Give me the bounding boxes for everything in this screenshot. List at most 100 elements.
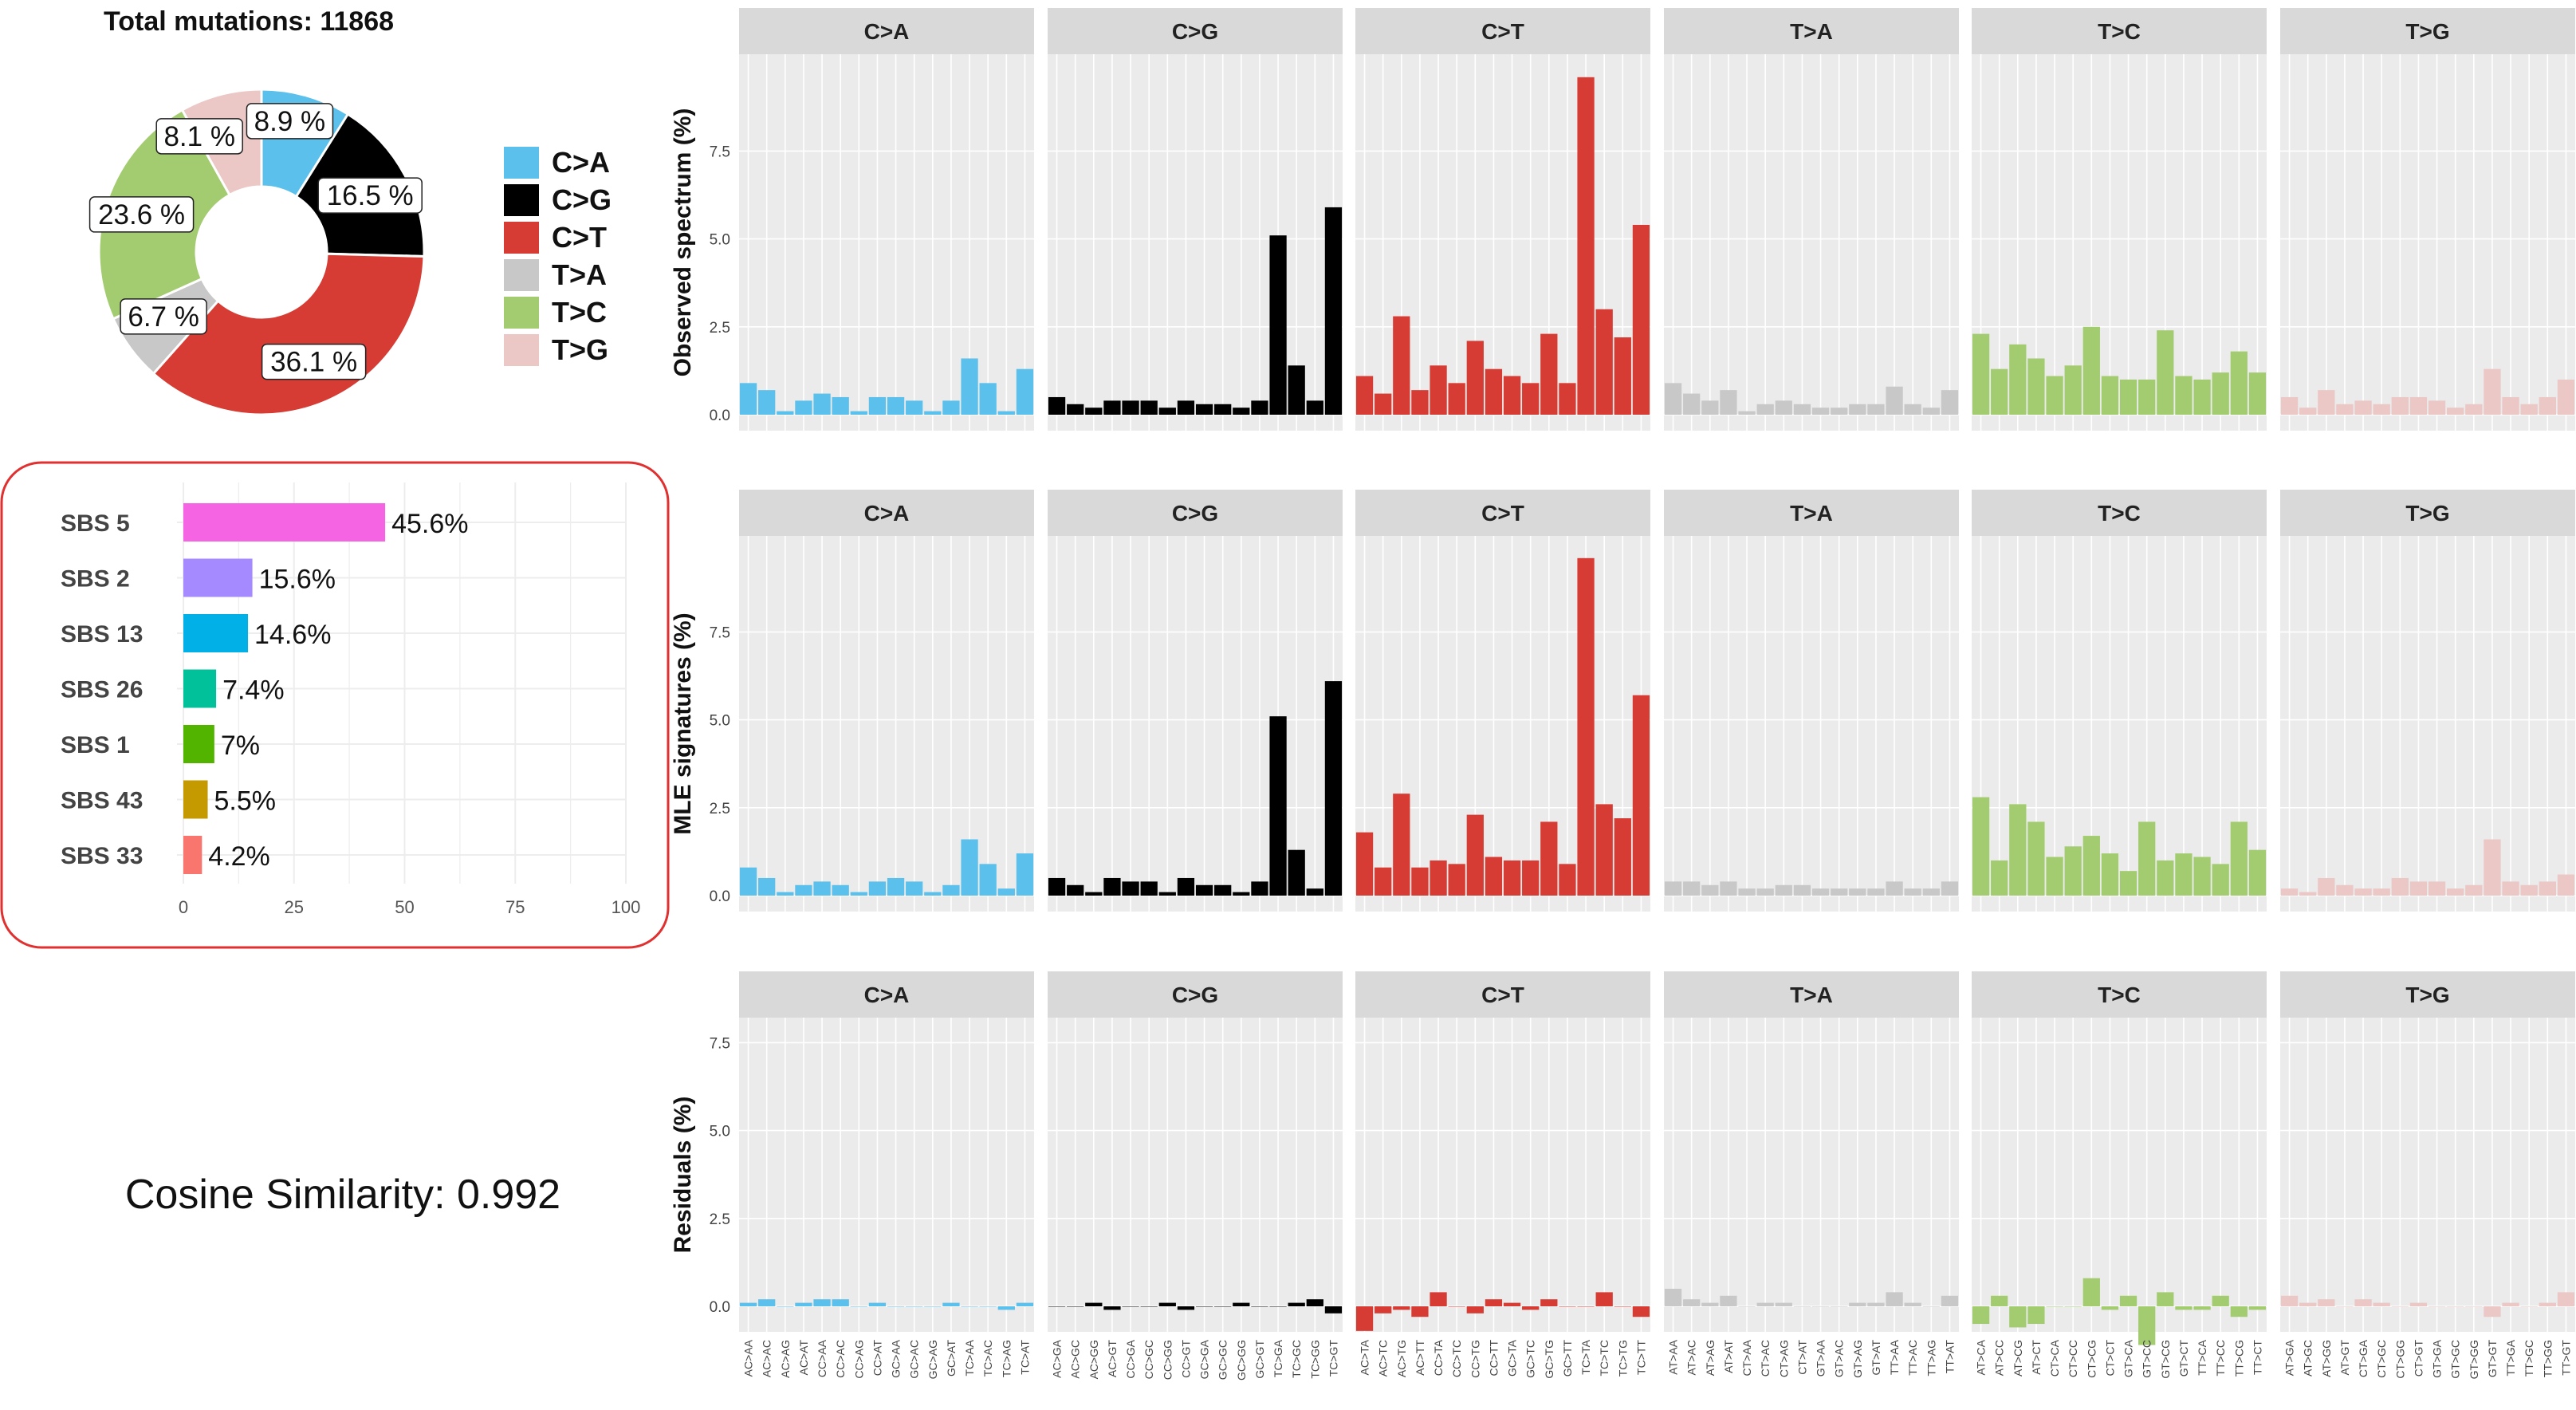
bar-T-to-A-TT-AT [1941,881,1959,896]
bar-T-to-A-GT-AT [1867,888,1885,896]
bar-C-to-T-TC-TC [1595,309,1613,415]
bar-T-to-C-TT-CC [2212,372,2229,415]
bar-C-to-G-TC-GG [1306,888,1323,896]
context-label: TT>AC [1906,1340,1919,1376]
bar-T-to-G-TT-GT [2557,874,2575,896]
context-label: AC>AA [742,1339,755,1377]
bar-T-to-C-AT-CA [1972,797,1990,896]
bar-T-to-G-TT-GA [2502,881,2519,896]
bar-T-to-A-GT-AT [1867,1302,1885,1306]
pie-label-C-to-T: 36.1 % [261,343,367,380]
context-label: GC>TT [1561,1340,1574,1377]
context-label: GC>AC [908,1340,921,1379]
bar-C-to-G-AC-GT [1103,877,1121,896]
facet-C-to-G-mle-signatures: C>G [1048,490,1343,912]
ytick: 0.0 [710,1299,730,1316]
bar-T-to-C-CT-CG [2082,1278,2100,1306]
bar-T-to-C-TT-CG [2230,1306,2248,1317]
bar-T-to-G-GT-GG [2465,1306,2483,1307]
context-label: GC>GG [1235,1340,1248,1380]
bar-C-to-T-AC-TC [1375,867,1392,896]
bar-C-to-T-GC-TT [1559,864,1576,896]
context-label: GT>AA [1815,1339,1827,1377]
bar-T-to-A-GT-AA [1811,1306,1830,1307]
bar-C-to-A-GC-AG [924,411,942,415]
bar-T-to-C-CT-CA [2046,376,2063,415]
bar-T-to-G-GT-GA [2428,400,2446,415]
context-label: GT>GG [2468,1340,2480,1379]
row-mle-signatures: MLE signatures (%) 0.0 2.5 5.0 7.5 C>A C>G C>T T… [670,490,2575,912]
bar-T-to-G-CT-GT [2409,881,2428,896]
context-label: CT>AA [1740,1339,1753,1376]
bar-C-to-T-GC-TG [1540,821,1558,896]
bar-T-to-G-AT-GG [2318,390,2335,415]
svg-text:T>C: T>C [552,296,607,329]
ylabel-observed-spectrum: Observed spectrum (%) [670,108,696,377]
context-label: CC>TT [1487,1340,1500,1377]
bar-T-to-G-CT-GA [2354,1299,2372,1306]
pie-label-T-to-G: 8.1 % [155,118,243,155]
bar-C-to-T-GC-TA [1503,376,1521,415]
svg-text:16.5 %: 16.5 % [327,180,414,211]
bar-C-to-G-AC-GG [1085,408,1103,415]
bar-T-to-C-AT-CA [1972,333,1990,415]
bar-C-to-T-CC-TC [1448,383,1465,415]
signature-name-sbs-2: SBS 2 [61,566,130,593]
bar-C-to-A-CC-AA [813,1299,831,1306]
bar-T-to-G-TT-GT [2557,1292,2575,1306]
context-label: AT>GC [2302,1340,2314,1377]
bar-C-to-A-AC-AA [739,383,757,415]
signature-bar-sbs-1 [183,725,214,763]
bar-C-to-G-CC-GA [1122,881,1139,896]
bar-T-to-C-TT-CA [2193,379,2211,415]
facet-T-to-C-observed-spectrum: T>C [1972,8,2267,431]
bar-T-to-G-AT-GA [2280,888,2299,896]
ytick: 2.5 [710,320,730,337]
context-label: AT>GG [2320,1340,2333,1377]
legend-item-T-to-A: T>A [504,258,607,291]
bar-C-to-G-GC-GT [1251,881,1268,896]
bar-T-to-A-TT-AG [1922,408,1940,415]
bar-T-to-C-GT-CC [2138,379,2156,415]
facet-strip-T-to-G: T>G [2405,501,2449,526]
bar-T-to-A-CT-AT [1793,1306,1811,1307]
bar-T-to-A-GT-AC [1831,408,1848,415]
bar-T-to-A-AT-AA [1664,1288,1682,1306]
bar-T-to-C-GT-CT [2175,853,2193,896]
bar-T-to-C-GT-CC [2138,1306,2156,1345]
bar-C-to-A-GC-AA [887,396,905,415]
bar-C-to-T-AC-TT [1411,390,1429,415]
bar-C-to-A-CC-AC [832,396,849,415]
facet-strip-C-to-T: C>T [1481,983,1524,1007]
bar-T-to-C-AT-CT [2027,821,2045,896]
context-label: AT>AG [1704,1340,1717,1376]
bar-C-to-T-GC-TA [1503,1302,1521,1306]
ytick: 7.5 [710,144,730,160]
bar-T-to-G-AT-GA [2280,396,2299,415]
context-label: CT>GG [2393,1340,2406,1379]
bar-C-to-A-TC-AG [997,1306,1015,1310]
bar-C-to-G-TC-GA [1269,235,1287,415]
context-label: AC>AT [797,1340,810,1376]
bar-T-to-C-GT-CA [2119,1295,2137,1306]
bar-T-to-C-GT-CT [2175,376,2193,415]
bar-T-to-A-CT-AC [1756,1302,1774,1306]
bar-C-to-G-TC-GA [1269,1306,1287,1307]
bar-T-to-A-CT-AA [1738,1306,1756,1307]
context-label: AT>AC [1685,1340,1698,1375]
bar-C-to-G-CC-GG [1158,892,1176,896]
bar-C-to-A-AC-AG [777,892,794,896]
bar-T-to-G-GT-GC [2447,888,2464,896]
bar-C-to-T-CC-TA [1430,860,1447,896]
signature-name-sbs-43: SBS 43 [61,788,143,814]
bar-T-to-C-CT-CT [2101,376,2119,415]
mutation-type-donut: 8.9 % 16.5 % 36.1 % 6.7 % 23.6 % 8.1 % [88,88,426,416]
bar-C-to-T-GC-TG [1540,1299,1558,1306]
context-label: AC>GT [1106,1340,1119,1378]
bar-T-to-G-AT-GC [2299,892,2317,896]
pie-label-C-to-G: 16.5 % [317,177,423,214]
bar-C-to-T-AC-TA [1355,376,1374,415]
bar-T-to-G-TT-GC [2520,884,2538,896]
facet-C-to-A-observed-spectrum: C>A [739,8,1034,431]
context-label: GC>AT [945,1340,958,1377]
